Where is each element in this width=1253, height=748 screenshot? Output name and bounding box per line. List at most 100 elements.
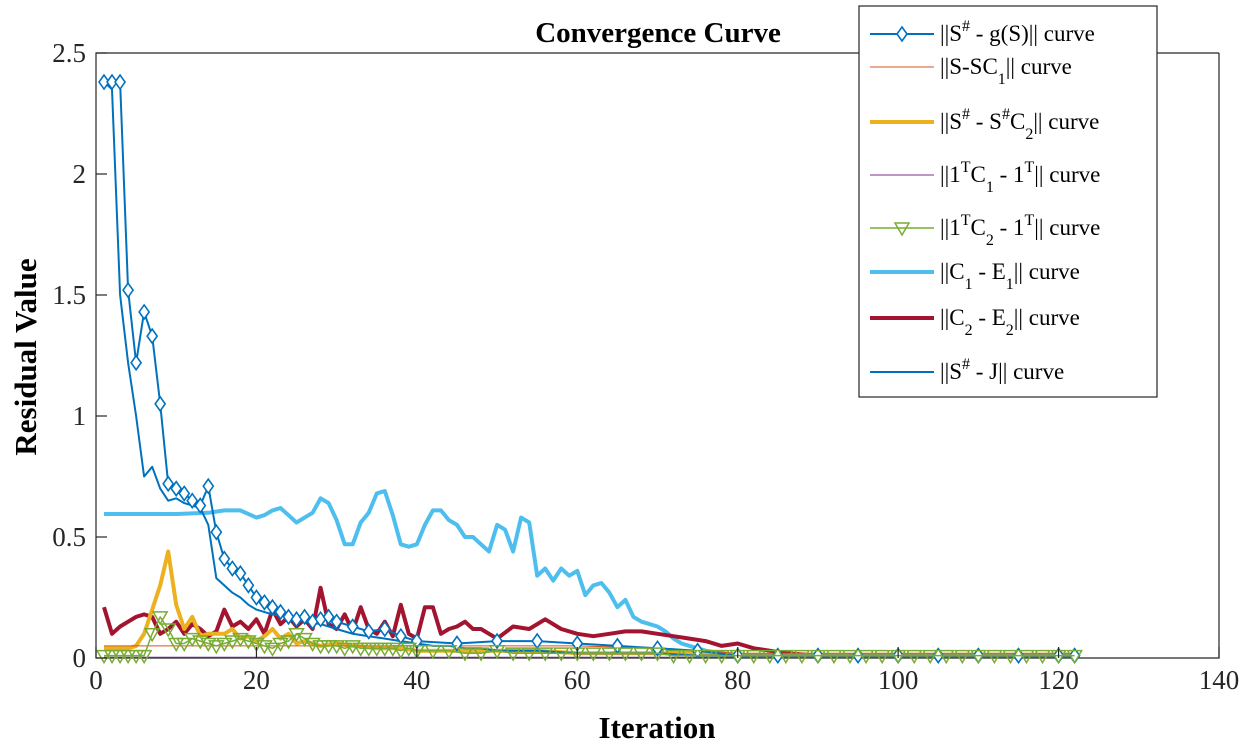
data-point [376, 642, 394, 657]
series-line [104, 489, 1075, 658]
data-point [601, 647, 618, 662]
legend-text-part: ||1 [940, 215, 961, 240]
data-point [665, 649, 682, 665]
data-point [408, 644, 426, 660]
legend-text-part: T [961, 212, 971, 229]
data-point [378, 620, 391, 638]
data-point [713, 649, 730, 665]
data-point [857, 649, 875, 665]
legend-text-part: || curve [1034, 215, 1100, 240]
data-point [552, 647, 570, 662]
data-point [138, 303, 151, 321]
legend-entry: ||1TC2 - 1T|| curve [870, 212, 1100, 249]
legend-label: ||1TC2 - 1T|| curve [940, 212, 1100, 249]
y-tick-label: 2 [73, 159, 87, 189]
legend-text-part: 2 [986, 232, 994, 249]
data-point [274, 603, 287, 621]
series-5 [95, 611, 1083, 665]
data-point [1034, 649, 1051, 665]
data-point [649, 647, 666, 662]
data-point [202, 477, 215, 495]
legend: ||S# - g(S)|| curve||S-SC1|| curve||S# -… [858, 5, 1158, 398]
data-point [793, 649, 811, 665]
data-point [98, 73, 111, 91]
data-point [745, 649, 763, 665]
data-point [208, 640, 225, 655]
legend-text-part: C [971, 162, 986, 187]
series-6 [104, 489, 1075, 658]
data-point [1018, 649, 1035, 665]
data-point [362, 623, 375, 640]
plot-area: 0 20 40 60 80 100 120 140 0 0.5 1 1.5 2 2.5 [52, 38, 1239, 695]
data-point [761, 649, 779, 665]
legend-text-part: || curve [1014, 259, 1080, 284]
legend-text-part: || curve [1006, 54, 1072, 79]
legend-label: ||S-SC1|| curve [940, 54, 1072, 88]
data-point [170, 480, 183, 497]
legend-label: ||C1 - E1|| curve [940, 259, 1080, 293]
data-point [825, 649, 843, 665]
data-point [288, 628, 305, 643]
data-point [130, 354, 143, 372]
legend-text-part: # [962, 356, 970, 373]
legend-text-part: 1 [998, 71, 1006, 88]
legend-label: ||1TC1 - 1T|| curve [940, 159, 1100, 196]
data-point [111, 649, 129, 665]
data-point [456, 647, 474, 662]
y-tick-label: 0.5 [52, 522, 86, 552]
data-point [298, 608, 311, 626]
legend-text-part: ||S-SC [940, 54, 998, 79]
data-point [194, 497, 207, 514]
series-1 [98, 73, 1081, 664]
legend-text-part: 1 [965, 276, 973, 293]
data-point [122, 281, 135, 299]
data-point [216, 637, 233, 652]
data-point [119, 649, 137, 665]
data-point [135, 649, 153, 665]
data-point [873, 649, 891, 665]
data-point [175, 637, 193, 652]
data-point [360, 642, 378, 657]
legend-text-part: # [962, 106, 970, 123]
legend-label: ||S# - S#C2|| curve [940, 106, 1099, 143]
data-point [242, 577, 255, 594]
data-point [504, 647, 522, 662]
legend-text-part: 2 [1025, 126, 1033, 143]
legend-text-part: 1 [986, 179, 994, 196]
x-tick-label: 0 [89, 665, 103, 695]
legend-text-part: 2 [1006, 322, 1014, 339]
data-point [1002, 649, 1019, 665]
data-point [697, 649, 714, 665]
legend-text-part: C [971, 215, 986, 240]
legend-text-part: || curve [1014, 305, 1080, 330]
legend-text-part: - 1 [994, 162, 1025, 187]
data-point [986, 649, 1003, 665]
legend-entry: ||S# - S#C2|| curve [870, 106, 1099, 143]
legend-text-part: ||S [940, 359, 962, 384]
legend-text-part: C [1010, 109, 1025, 134]
data-point [162, 475, 175, 493]
legend-text-part: || curve [1033, 109, 1099, 134]
x-tick-label: 120 [1038, 665, 1079, 695]
axes-frame [95, 52, 1220, 659]
legend-text-part: - 1 [994, 215, 1025, 240]
data-point [114, 73, 127, 91]
legend-entry: ||S# - g(S)|| curve [870, 18, 1095, 46]
legend-text-part: T [961, 159, 971, 176]
tick-layer: 0 20 40 60 80 100 120 140 0 0.5 1 1.5 2 2.5 [52, 38, 1239, 695]
legend-entry: ||S-SC1|| curve [870, 54, 1072, 88]
legend-label: ||S# - g(S)|| curve [940, 18, 1095, 46]
legend-text-part: ||C [940, 305, 965, 330]
data-point [154, 395, 167, 413]
data-point [585, 647, 602, 662]
data-point [258, 593, 271, 611]
data-point [954, 649, 971, 665]
data-point [218, 550, 231, 568]
data-point [178, 485, 191, 502]
x-tick-label: 80 [724, 665, 751, 695]
data-point [264, 642, 281, 657]
data-point [312, 640, 329, 655]
data-point [1066, 649, 1083, 665]
